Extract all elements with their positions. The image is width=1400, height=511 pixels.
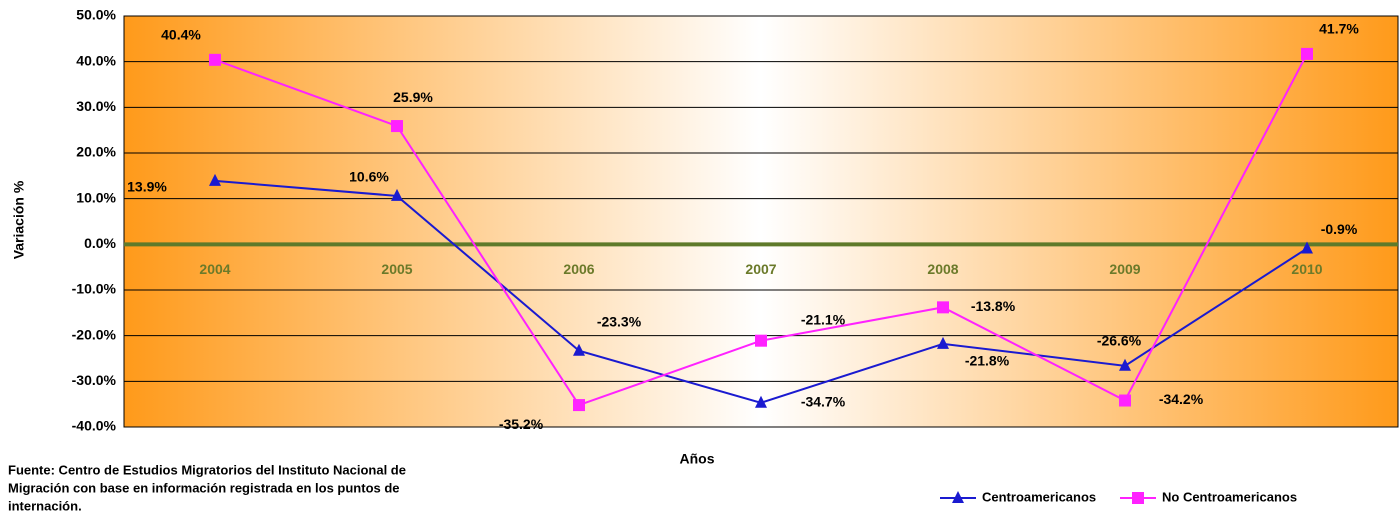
data-label: 13.9%	[127, 179, 167, 195]
y-tick-label: -10.0%	[72, 281, 117, 297]
y-tick-label: 0.0%	[84, 235, 116, 251]
y-tick-label: 50.0%	[76, 7, 116, 23]
legend-label: Centroamericanos	[982, 489, 1096, 504]
source: Migración con base en información regist…	[8, 480, 400, 495]
data-label: 10.6%	[349, 169, 389, 185]
marker	[209, 173, 221, 186]
marker	[755, 334, 767, 347]
marker	[1119, 358, 1131, 371]
data-label: -0.9%	[1321, 221, 1358, 237]
data-label: -23.3%	[597, 313, 642, 329]
marker	[573, 343, 585, 356]
marker	[937, 301, 949, 314]
source: Fuente: Centro de Estudios Migratorios d…	[8, 462, 406, 477]
marker	[391, 120, 403, 133]
data-label: 25.9%	[393, 89, 433, 105]
data-label: -34.7%	[801, 393, 846, 409]
source: internación.	[8, 498, 82, 511]
plot-area	[123, 15, 1399, 428]
marker	[1132, 492, 1144, 504]
y-tick-label: 10.0%	[76, 189, 116, 205]
marker	[209, 53, 221, 66]
x-tick-label: 2010	[1291, 261, 1322, 277]
x-axis-title: Años	[680, 451, 715, 467]
marker	[573, 399, 585, 412]
marker	[952, 491, 964, 503]
marker	[937, 336, 949, 349]
data-label: -34.2%	[1159, 391, 1204, 407]
marker	[1301, 47, 1313, 60]
y-axis-title: Variación %	[11, 180, 27, 259]
data-label: 41.7%	[1319, 21, 1359, 37]
y-tick-label: -20.0%	[72, 326, 117, 342]
x-tick-label: 2007	[745, 261, 776, 277]
data-label: -35.2%	[499, 416, 544, 432]
x-tick-label: 2004	[199, 261, 230, 277]
data-label: 40.4%	[161, 27, 201, 43]
data-label: -21.1%	[801, 311, 846, 327]
x-tick-label: 2005	[381, 261, 412, 277]
x-tick-label: 2008	[927, 261, 958, 277]
y-tick-label: 20.0%	[76, 144, 116, 160]
marker	[1301, 241, 1313, 254]
data-label: -21.8%	[965, 353, 1010, 369]
marker	[755, 395, 767, 408]
y-tick-label: 30.0%	[76, 98, 116, 114]
marker	[391, 188, 403, 201]
data-label: -26.6%	[1097, 333, 1142, 349]
marker	[1119, 394, 1131, 407]
y-tick-label: -30.0%	[72, 372, 117, 388]
y-tick-label: -40.0%	[72, 418, 117, 434]
x-tick-label: 2009	[1109, 261, 1140, 277]
x-tick-label: 2006	[563, 261, 594, 277]
data-label: -13.8%	[971, 298, 1016, 314]
y-tick-label: 40.0%	[76, 52, 116, 68]
legend-label: No Centroamericanos	[1162, 489, 1297, 504]
